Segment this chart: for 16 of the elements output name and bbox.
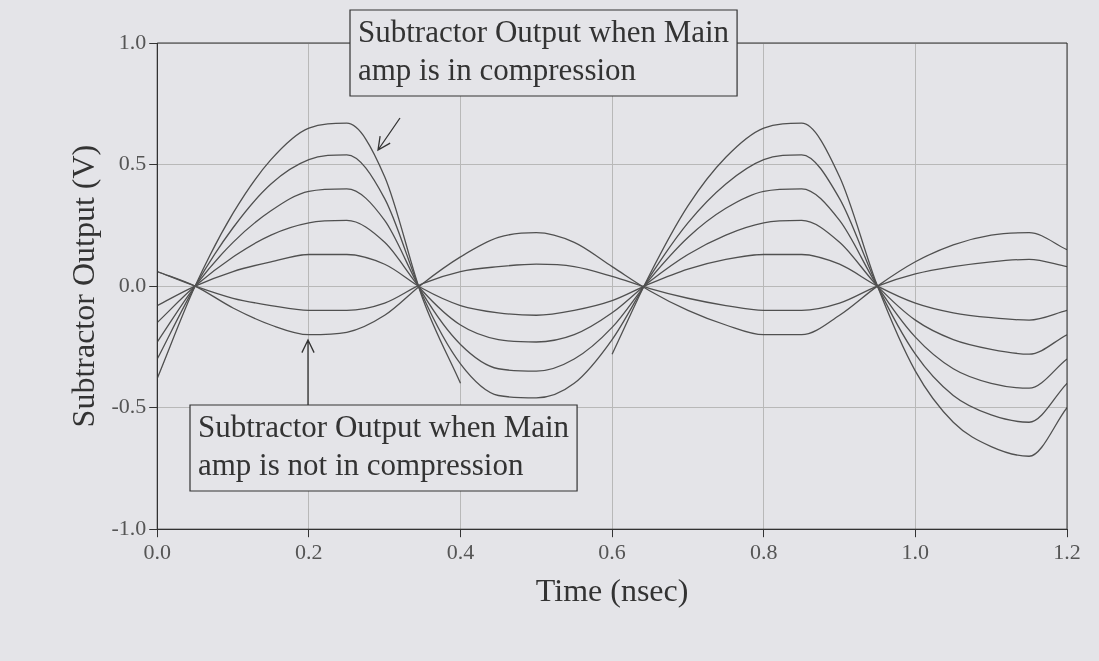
x-tick-label: 1.2 [1053,539,1081,565]
y-tick-label: -1.0 [111,514,147,540]
annotation: Subtractor Output when Main amp is not in compression [198,408,570,482]
y-axis-title: Subtractor Output (V) [64,144,101,428]
x-axis-title: Time (nsec) [535,572,689,609]
x-tick-label: 0.4 [446,539,475,565]
y-tick-label: -0.5 [111,393,147,419]
x-tick-label: 0.8 [749,539,778,565]
annotation: Subtractor Output when Main amp is in compression [358,13,730,87]
y-tick-label: 0.0 [118,271,147,297]
y-tick-label: 1.0 [118,28,147,54]
x-tick-label: 0.2 [295,539,323,565]
x-tick-label: 1.0 [901,539,930,565]
x-tick-label: 0.6 [598,539,626,565]
x-tick-label: 0.0 [143,539,171,565]
y-tick-label: 0.5 [118,150,147,176]
